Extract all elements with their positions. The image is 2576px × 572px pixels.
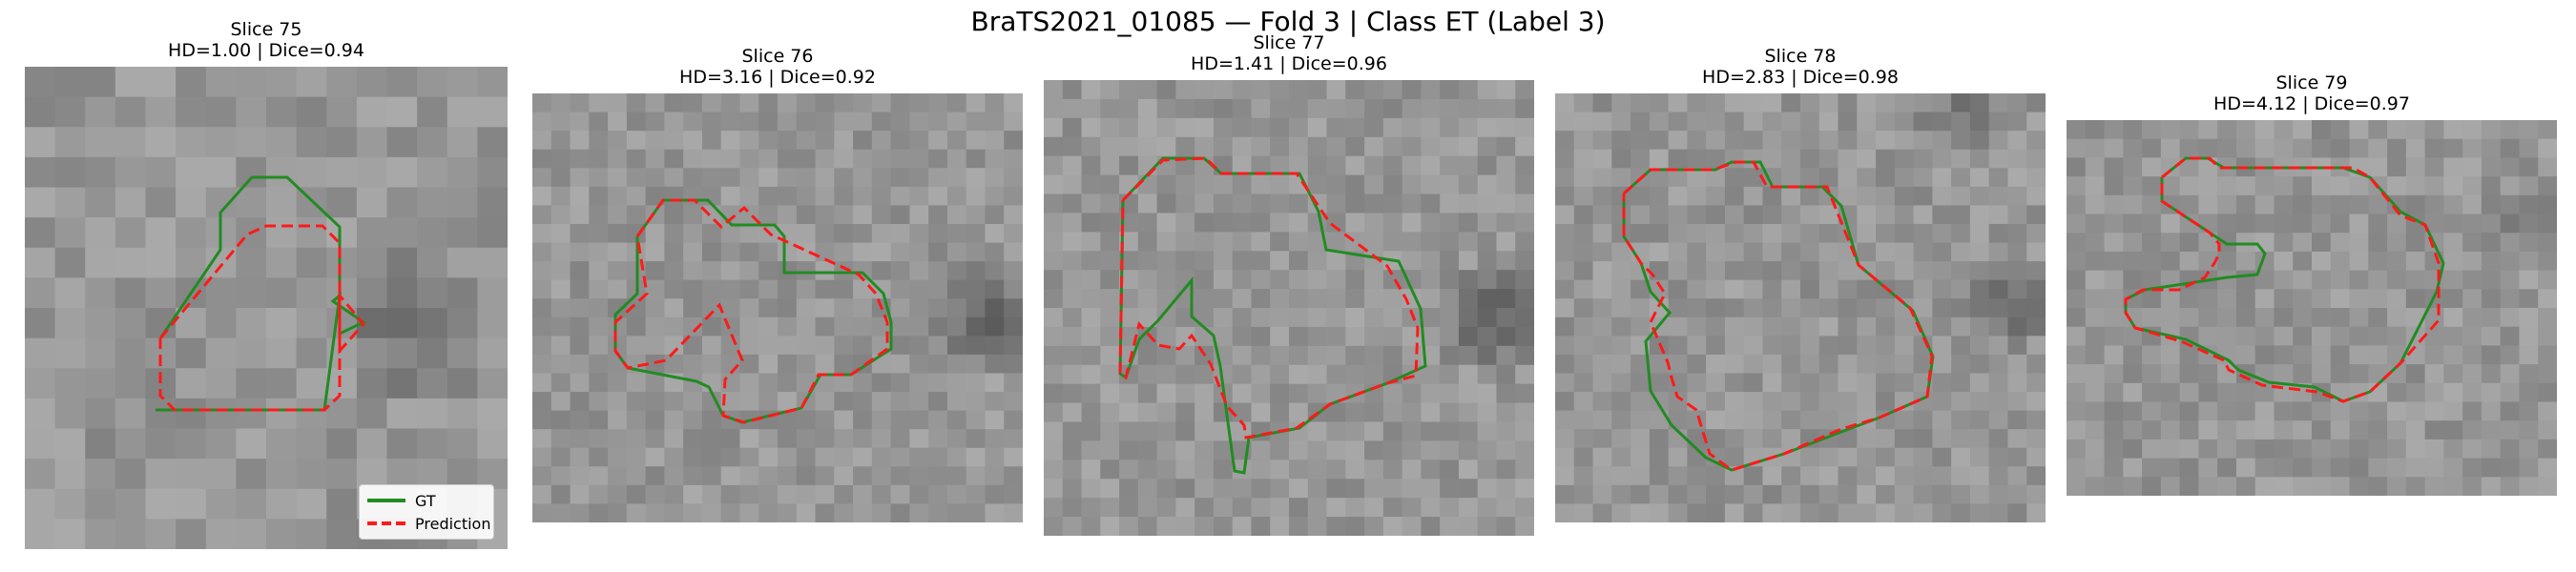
mri-slice-image: GT Prediction — [25, 67, 508, 549]
mri-texture — [2067, 120, 2557, 496]
slice-label: Slice 78 — [1764, 46, 1837, 67]
legend-gt-label: GT — [415, 491, 436, 510]
metrics-label: HD=4.12 | Dice=0.97 — [2213, 93, 2410, 114]
panel-slice-75: Slice 75 HD=1.00 | Dice=0.94 GT Predicti… — [25, 19, 508, 549]
prediction-line-swatch-icon — [367, 521, 405, 525]
panel-title: Slice 75 HD=1.00 | Dice=0.94 — [25, 19, 508, 61]
slice-figure — [2067, 120, 2557, 496]
legend-gt: GT — [367, 490, 488, 511]
prediction-contour — [1118, 156, 1420, 439]
gt-contour — [156, 175, 366, 412]
panel-title: Slice 79 HD=4.12 | Dice=0.97 — [2067, 72, 2557, 114]
slice-label: Slice 75 — [230, 19, 302, 40]
metrics-label: HD=2.83 | Dice=0.98 — [1702, 67, 1899, 88]
metrics-label: HD=3.16 | Dice=0.92 — [679, 67, 876, 88]
mri-texture — [532, 93, 1023, 522]
mri-texture — [1044, 80, 1534, 536]
metrics-label: HD=1.00 | Dice=0.94 — [168, 40, 364, 61]
panel-slice-77: Slice 77 HD=1.41 | Dice=0.96 — [1044, 32, 1534, 536]
legend-prediction-label: Prediction — [415, 514, 491, 533]
slice-figure — [532, 93, 1023, 522]
slice-figure — [1555, 93, 2046, 522]
legend-prediction: Prediction — [367, 513, 491, 534]
slice-figure — [25, 67, 508, 549]
prediction-contour — [2124, 156, 2441, 403]
panel-slice-76: Slice 76 HD=3.16 | Dice=0.92 — [532, 46, 1023, 522]
figure-title: BraTS2021_01085 — Fold 3 | Class ET (Lab… — [970, 6, 1606, 37]
panel-slice-79: Slice 79 HD=4.12 | Dice=0.97 — [2067, 72, 2557, 496]
slice-figure — [1044, 80, 1534, 536]
prediction-contour — [613, 198, 889, 424]
mri-slice-image — [532, 93, 1023, 522]
panel-title: Slice 77 HD=1.41 | Dice=0.96 — [1044, 32, 1534, 74]
prediction-contour — [158, 224, 365, 412]
mri-texture — [1555, 93, 2046, 522]
slice-label: Slice 76 — [741, 46, 814, 67]
prediction-contour — [1622, 160, 1934, 472]
mri-slice-image — [1044, 80, 1534, 536]
panel-title: Slice 76 HD=3.16 | Dice=0.92 — [532, 46, 1023, 88]
gt-contour — [1118, 156, 1427, 475]
mri-texture — [25, 67, 508, 549]
slice-label: Slice 79 — [2275, 72, 2348, 93]
metrics-label: HD=1.41 | Dice=0.96 — [1191, 53, 1387, 74]
slice-label: Slice 77 — [1253, 32, 1325, 53]
legend: GT Prediction — [359, 484, 494, 540]
mri-slice-image — [1555, 93, 2046, 522]
mri-slice-image — [2067, 120, 2557, 496]
panel-slice-78: Slice 78 HD=2.83 | Dice=0.98 — [1555, 46, 2046, 522]
gt-line-swatch-icon — [367, 499, 405, 502]
panel-title: Slice 78 HD=2.83 | Dice=0.98 — [1555, 46, 2046, 88]
